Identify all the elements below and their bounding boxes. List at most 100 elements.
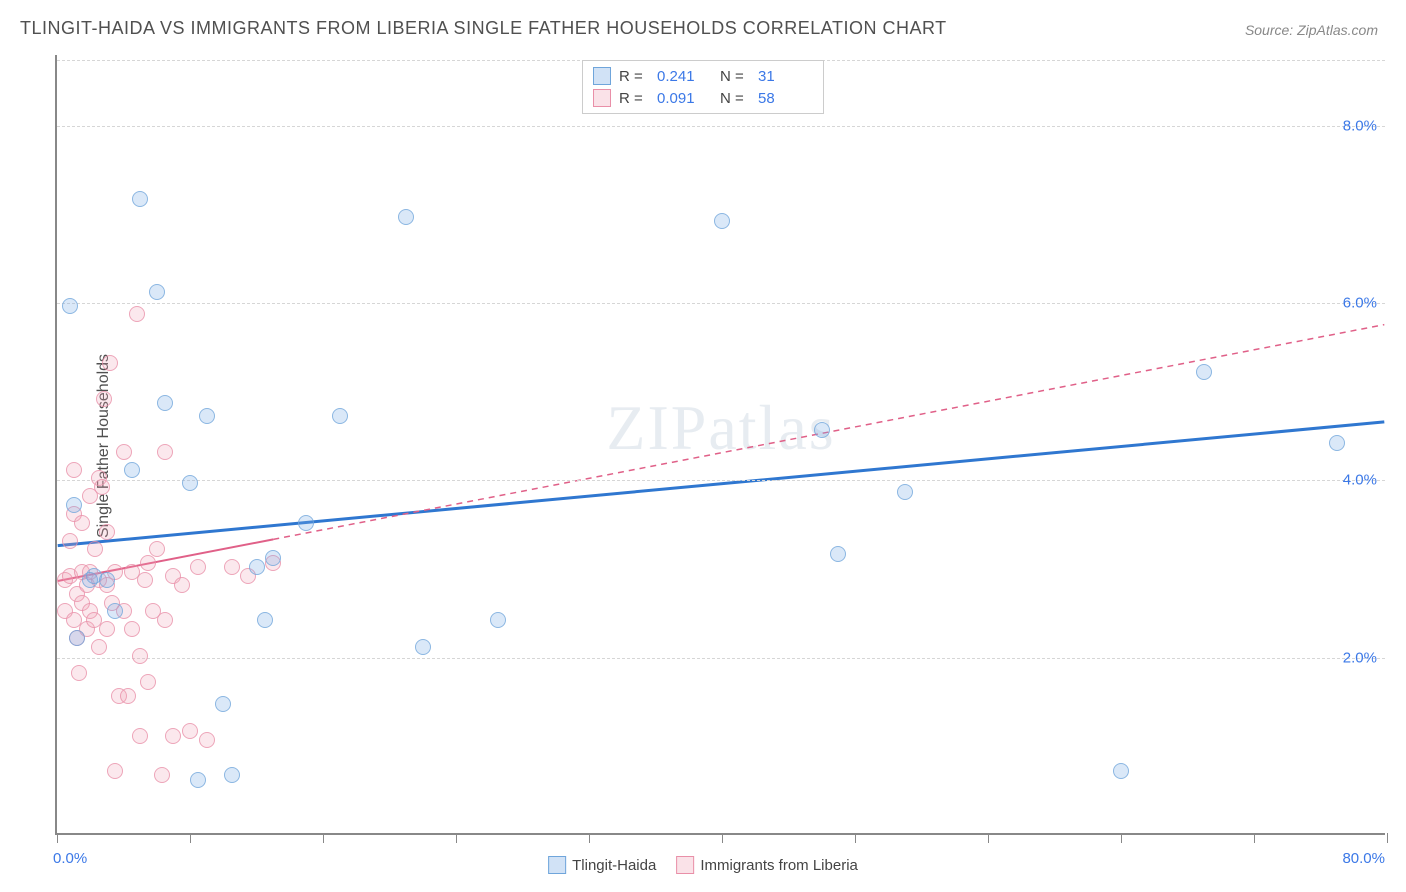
data-point (132, 648, 148, 664)
data-point (62, 298, 78, 314)
x-tick (456, 833, 457, 843)
y-tick-label: 6.0% (1343, 295, 1377, 312)
data-point (87, 541, 103, 557)
data-point (157, 612, 173, 628)
data-point (120, 688, 136, 704)
legend-swatch (593, 89, 611, 107)
data-point (199, 408, 215, 424)
legend-n-label: N = (720, 68, 750, 85)
x-tick-label-min: 0.0% (53, 850, 87, 867)
data-point (132, 191, 148, 207)
legend-r-label: R = (619, 68, 649, 85)
legend-series-item: Immigrants from Liberia (676, 856, 858, 874)
watermark: ZIPatlas (606, 391, 835, 465)
data-point (199, 732, 215, 748)
x-tick (855, 833, 856, 843)
data-point (215, 696, 231, 712)
legend-r-value: 0.241 (657, 68, 712, 85)
y-tick-label: 4.0% (1343, 472, 1377, 489)
data-point (129, 306, 145, 322)
data-point (830, 546, 846, 562)
trend-line-solid (58, 422, 1385, 546)
x-tick (190, 833, 191, 843)
data-point (107, 603, 123, 619)
plot-area: ZIPatlas 2.0%4.0%6.0%8.0%0.0%80.0% (55, 55, 1385, 835)
data-point (91, 639, 107, 655)
x-tick (589, 833, 590, 843)
gridline (57, 303, 1385, 304)
data-point (99, 524, 115, 540)
legend-series-item: Tlingit-Haida (548, 856, 656, 874)
data-point (69, 630, 85, 646)
data-point (66, 462, 82, 478)
data-point (124, 462, 140, 478)
data-point (1329, 435, 1345, 451)
x-tick (57, 833, 58, 843)
data-point (157, 395, 173, 411)
source-attribution: Source: ZipAtlas.com (1245, 22, 1378, 38)
chart-title: TLINGIT-HAIDA VS IMMIGRANTS FROM LIBERIA… (20, 18, 947, 39)
data-point (398, 209, 414, 225)
legend-series-label: Immigrants from Liberia (700, 857, 858, 874)
legend-n-label: N = (720, 90, 750, 107)
legend-n-value: 58 (758, 90, 813, 107)
data-point (897, 484, 913, 500)
data-point (174, 577, 190, 593)
legend-n-value: 31 (758, 68, 813, 85)
data-point (132, 728, 148, 744)
data-point (62, 533, 78, 549)
data-point (154, 767, 170, 783)
y-tick-label: 2.0% (1343, 649, 1377, 666)
x-tick-label-max: 80.0% (1342, 850, 1385, 867)
data-point (137, 572, 153, 588)
data-point (165, 728, 181, 744)
data-point (107, 763, 123, 779)
legend-r-label: R = (619, 90, 649, 107)
data-point (814, 422, 830, 438)
legend-r-value: 0.091 (657, 90, 712, 107)
data-point (182, 723, 198, 739)
data-point (140, 674, 156, 690)
data-point (190, 772, 206, 788)
legend-stats: R = 0.241 N = 31 R = 0.091 N = 58 (582, 60, 824, 114)
data-point (490, 612, 506, 628)
data-point (124, 621, 140, 637)
data-point (714, 213, 730, 229)
x-tick (1121, 833, 1122, 843)
data-point (149, 284, 165, 300)
legend-stats-row: R = 0.091 N = 58 (593, 87, 813, 109)
data-point (99, 621, 115, 637)
data-point (190, 559, 206, 575)
legend-stats-row: R = 0.241 N = 31 (593, 65, 813, 87)
data-point (96, 391, 112, 407)
data-point (182, 475, 198, 491)
data-point (116, 444, 132, 460)
y-tick-label: 8.0% (1343, 117, 1377, 134)
data-point (298, 515, 314, 531)
data-point (74, 515, 90, 531)
data-point (71, 665, 87, 681)
data-point (94, 479, 110, 495)
legend-swatch (676, 856, 694, 874)
legend-series-label: Tlingit-Haida (572, 857, 656, 874)
data-point (257, 612, 273, 628)
data-point (415, 639, 431, 655)
x-tick (1254, 833, 1255, 843)
data-point (1196, 364, 1212, 380)
data-point (249, 559, 265, 575)
gridline (57, 126, 1385, 127)
legend-swatch (593, 67, 611, 85)
x-tick (323, 833, 324, 843)
gridline (57, 480, 1385, 481)
data-point (149, 541, 165, 557)
data-point (332, 408, 348, 424)
legend-swatch (548, 856, 566, 874)
data-point (66, 497, 82, 513)
trend-lines-layer (57, 55, 1385, 833)
data-point (99, 572, 115, 588)
data-point (1113, 763, 1129, 779)
x-tick (722, 833, 723, 843)
data-point (102, 355, 118, 371)
x-tick (988, 833, 989, 843)
gridline (57, 658, 1385, 659)
